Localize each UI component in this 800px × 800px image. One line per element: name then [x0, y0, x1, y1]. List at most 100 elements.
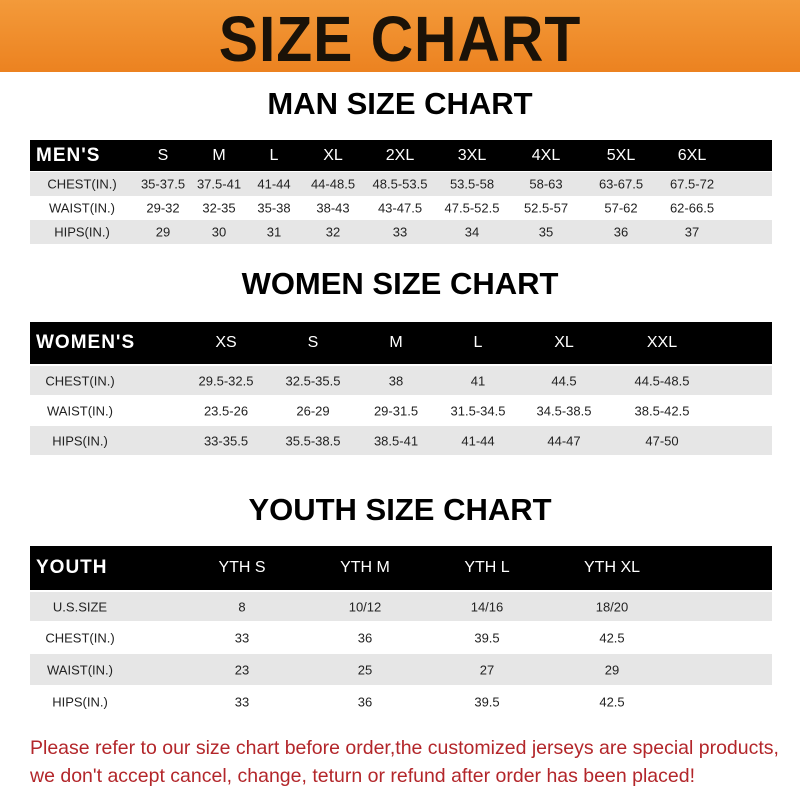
- table-cell: 47.5-52.5: [444, 200, 500, 215]
- table-cell: 14/16: [470, 599, 504, 614]
- size-header: YTH L: [464, 559, 510, 576]
- measure-label: U.S.SIZE: [52, 599, 108, 614]
- table-cell: 52.5-57: [523, 200, 569, 215]
- table-cell: 23.5-26: [203, 403, 249, 418]
- table-row: U.S.SIZE 8 10/12 14/16 18/20: [30, 592, 772, 621]
- page-title: SIZE CHART: [218, 3, 582, 75]
- table-cell: 35.5-38.5: [285, 433, 341, 448]
- table-cell: 32: [325, 224, 341, 240]
- table-cell: 44.5: [551, 373, 577, 388]
- notice-line-2: we don't accept cancel, change, teturn o…: [30, 765, 695, 787]
- measure-label: WAIST(IN.): [47, 403, 113, 418]
- size-header: 6XL: [677, 146, 707, 164]
- size-header: M: [212, 146, 226, 164]
- header-row: YOUTH YTH S YTH M YTH L YTH XL: [30, 546, 772, 590]
- table-cell: 38-43: [316, 200, 350, 215]
- size-header: XS: [215, 334, 237, 351]
- table-row: CHEST(IN.) 33 36 39.5 42.5: [30, 622, 772, 653]
- table-cell: 30: [211, 224, 227, 240]
- table-cell: 44-48.5: [310, 176, 356, 192]
- size-header: XL: [323, 146, 343, 164]
- table-cell: 53.5-58: [449, 176, 495, 192]
- measure-label: HIPS(IN.): [52, 694, 108, 709]
- table-cell: 62-66.5: [669, 200, 715, 215]
- table-row: CHEST(IN.) 35-37.5 37.5-41 41-44 44-48.5 48.5…: [30, 172, 772, 196]
- measure-label: CHEST(IN.): [47, 176, 117, 192]
- size-header: M: [389, 334, 403, 351]
- table-cell: 18/20: [595, 599, 629, 614]
- table-cell: 39.5: [474, 630, 500, 645]
- table-row: WAIST(IN.) 23 25 27 29: [30, 654, 772, 685]
- table-cell: 57-62: [604, 200, 638, 215]
- notice-line-1: Please refer to our size chart before or…: [30, 737, 779, 759]
- table-cell: 35: [538, 224, 554, 240]
- table-cell: 35-37.5: [140, 176, 186, 192]
- table-cell: 37: [684, 224, 700, 240]
- youth-section-title: YOUTH SIZE CHART: [248, 492, 552, 527]
- measure-label: CHEST(IN.): [45, 373, 115, 388]
- table-cell: 10/12: [348, 599, 382, 614]
- size-header: 2XL: [385, 146, 415, 164]
- table-row: HIPS(IN.) 33-35.5 35.5-38.5 38.5-41 41-44 44-…: [30, 426, 772, 455]
- table-cell: 33-35.5: [203, 433, 249, 448]
- table-cell: 29-31.5: [373, 403, 419, 418]
- table-cell: 67.5-72: [669, 176, 715, 192]
- table-cell: 29-32: [146, 200, 180, 215]
- title-banner: SIZE CHART: [0, 0, 800, 75]
- table-cell: 38: [388, 373, 404, 388]
- size-header: S: [307, 334, 319, 351]
- size-header: 5XL: [606, 146, 636, 164]
- table-cell: 48.5-53.5: [372, 176, 428, 192]
- table-cell: 39.5: [474, 694, 500, 709]
- table-cell: 29: [155, 224, 171, 240]
- table-cell: 42.5: [599, 630, 625, 645]
- table-cell: 41-44: [257, 176, 291, 192]
- table-cell: 27: [479, 662, 495, 677]
- table-row: WAIST(IN.) 29-32 32-35 35-38 38-43 43-47.5 47.…: [30, 196, 772, 219]
- table-cell: 23: [234, 662, 250, 677]
- table-cell: 29.5-32.5: [198, 373, 254, 388]
- table-cell: 31.5-34.5: [450, 403, 506, 418]
- table-cell: 29: [604, 662, 620, 677]
- header-row: MEN'S S M L XL 2XL 3XL 4XL 5XL 6XL: [30, 140, 772, 171]
- size-header: YTH XL: [583, 559, 641, 576]
- table-cell: 44-47: [547, 433, 581, 448]
- measure-label: WAIST(IN.): [47, 662, 113, 677]
- table-cell: 41: [470, 373, 486, 388]
- table-cell: 32-35: [202, 200, 236, 215]
- table-cell: 36: [613, 224, 629, 240]
- size-header: YTH S: [218, 559, 266, 576]
- size-header: 3XL: [457, 146, 487, 164]
- table-cell: 33: [234, 694, 250, 709]
- size-header: L: [473, 334, 483, 351]
- table-cell: 35-38: [257, 200, 291, 215]
- size-header: XXL: [646, 334, 678, 351]
- size-header: YTH M: [340, 559, 390, 576]
- header-row: WOMEN'S XS S M L XL XXL: [30, 322, 772, 364]
- women-section-title: WOMEN SIZE CHART: [241, 266, 559, 301]
- size-header: L: [269, 146, 279, 164]
- table-cell: 25: [357, 662, 373, 677]
- size-header: S: [157, 146, 169, 164]
- table-cell: 31: [266, 224, 282, 240]
- table-cell: 42.5: [599, 694, 625, 709]
- table-label: WOMEN'S: [36, 332, 136, 353]
- measure-label: HIPS(IN.): [52, 433, 108, 448]
- table-cell: 37.5-41: [196, 176, 242, 192]
- table-cell: 63-67.5: [598, 176, 644, 192]
- table-cell: 33: [234, 630, 250, 645]
- table-cell: 26-29: [296, 403, 330, 418]
- table-cell: 47-50: [645, 433, 679, 448]
- order-notice: Please refer to our size chart before or…: [30, 734, 790, 790]
- size-header: 4XL: [531, 146, 561, 164]
- table-label: YOUTH: [36, 557, 108, 578]
- table-cell: 34.5-38.5: [536, 403, 592, 418]
- table-row: HIPS(IN.) 29 30 31 32 33 34 35 36 37: [30, 220, 772, 244]
- measure-label: CHEST(IN.): [45, 630, 115, 645]
- men-section-title: MAN SIZE CHART: [267, 86, 533, 121]
- measure-label: WAIST(IN.): [49, 200, 115, 215]
- size-header: XL: [554, 334, 574, 351]
- table-cell: 41-44: [461, 433, 495, 448]
- table-cell: 36: [357, 694, 373, 709]
- table-cell: 38.5-42.5: [634, 403, 690, 418]
